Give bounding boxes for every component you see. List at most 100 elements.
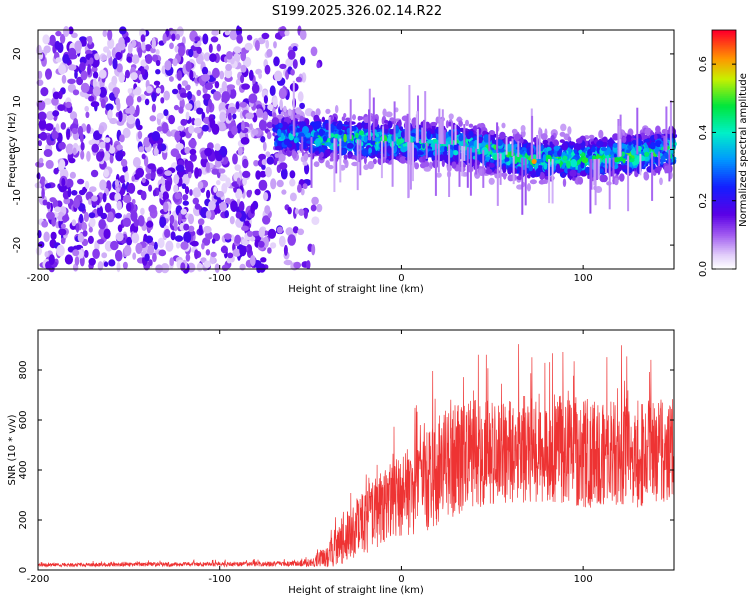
signal-cell bbox=[568, 148, 572, 155]
noise-cell bbox=[311, 244, 316, 256]
noise-cell bbox=[148, 204, 157, 214]
signal-cell bbox=[502, 165, 507, 174]
noise-cell bbox=[36, 172, 41, 180]
noise-cell bbox=[147, 163, 156, 170]
signal-cell bbox=[465, 119, 469, 127]
noise-cell bbox=[162, 33, 167, 44]
noise-cell bbox=[262, 215, 271, 225]
streak-cell bbox=[589, 159, 592, 214]
signal-cell bbox=[448, 113, 454, 120]
noise-cell bbox=[237, 147, 243, 156]
streak-cell bbox=[669, 100, 672, 150]
streak-cell bbox=[437, 143, 440, 173]
signal-cell bbox=[439, 145, 445, 153]
noise-cell bbox=[140, 67, 146, 76]
streak-cell bbox=[521, 157, 524, 215]
hotspot-cell bbox=[644, 151, 650, 157]
streak-cell bbox=[463, 146, 466, 161]
noise-cell bbox=[201, 124, 209, 132]
noise-cell bbox=[153, 80, 161, 86]
x-tick-label: -100 bbox=[208, 574, 231, 585]
streak-cell bbox=[406, 113, 409, 143]
noise-cell bbox=[177, 125, 185, 131]
noise-cell bbox=[151, 131, 161, 142]
noise-cell bbox=[281, 189, 287, 195]
streak-cell bbox=[380, 140, 383, 179]
noise-cell bbox=[91, 195, 98, 202]
signal-cell bbox=[574, 149, 578, 155]
signal-cell bbox=[575, 144, 582, 151]
noise-cell bbox=[89, 57, 94, 65]
noise-cell bbox=[236, 123, 242, 134]
signal-cell bbox=[561, 142, 569, 151]
colorbar-step bbox=[712, 251, 736, 254]
hotspot-cell bbox=[562, 155, 568, 161]
signal-cell bbox=[439, 154, 445, 161]
noise-cell bbox=[64, 254, 73, 265]
noise-cell bbox=[87, 35, 93, 45]
signal-cell bbox=[619, 173, 625, 182]
noise-cell bbox=[175, 33, 180, 41]
signal-cell bbox=[620, 143, 628, 149]
noise-cell bbox=[84, 105, 89, 112]
noise-cell bbox=[273, 41, 277, 49]
signal-cell bbox=[383, 128, 389, 134]
signal-cell bbox=[274, 145, 282, 151]
colorbar-step bbox=[712, 65, 736, 69]
colorbar-step bbox=[712, 197, 736, 200]
colorbar-step bbox=[712, 79, 736, 83]
noise-cell bbox=[161, 65, 166, 75]
signal-cell bbox=[319, 151, 324, 158]
noise-cell bbox=[44, 183, 52, 189]
signal-cell bbox=[293, 137, 298, 144]
noise-cell bbox=[210, 36, 219, 43]
noise-cell bbox=[264, 205, 271, 215]
streak-cell bbox=[658, 151, 661, 166]
noise-cell bbox=[140, 190, 147, 201]
signal-cell bbox=[363, 156, 367, 165]
signal-cell bbox=[511, 128, 518, 135]
noise-cell bbox=[182, 194, 189, 201]
colorbar-step bbox=[712, 173, 736, 176]
signal-cell bbox=[666, 129, 673, 135]
colorbar-step bbox=[712, 243, 736, 246]
signal-cell bbox=[371, 146, 375, 155]
noise-cell bbox=[68, 64, 77, 71]
noise-cell bbox=[108, 146, 116, 154]
noise-cell bbox=[205, 249, 211, 256]
noise-cell bbox=[151, 37, 156, 50]
hotspot-cell bbox=[531, 158, 537, 164]
noise-cell bbox=[67, 78, 76, 85]
noise-cell bbox=[196, 262, 203, 272]
colorbar-step bbox=[712, 237, 736, 240]
signal-cell bbox=[570, 159, 577, 168]
signal-cell bbox=[387, 134, 392, 143]
signal-cell bbox=[445, 120, 449, 129]
noise-cell bbox=[238, 201, 245, 212]
noise-cell bbox=[61, 215, 70, 222]
streak-cell bbox=[619, 139, 622, 157]
signal-cell bbox=[372, 158, 377, 165]
noise-cell bbox=[112, 57, 118, 70]
signal-cell bbox=[280, 111, 285, 116]
spectrogram-xlabel: Height of straight line (km) bbox=[288, 284, 424, 295]
noise-cell bbox=[265, 166, 272, 178]
noise-cell bbox=[241, 225, 249, 232]
signal-cell bbox=[399, 156, 407, 164]
signal-cell bbox=[291, 150, 297, 159]
noise-cell bbox=[255, 170, 261, 180]
noise-cell bbox=[90, 101, 100, 108]
noise-cell bbox=[116, 63, 123, 73]
noise-cell bbox=[107, 211, 114, 222]
colorbar-step bbox=[712, 153, 736, 157]
noise-cell bbox=[223, 233, 232, 240]
noise-cell bbox=[54, 40, 61, 50]
noise-cell bbox=[265, 39, 270, 49]
colorbar-step bbox=[712, 131, 736, 135]
noise-cell bbox=[115, 97, 120, 105]
noise-cell bbox=[248, 69, 254, 81]
noise-cell bbox=[51, 217, 56, 227]
noise-cell bbox=[214, 159, 223, 168]
noise-cell bbox=[60, 237, 66, 245]
signal-cell bbox=[302, 161, 308, 166]
